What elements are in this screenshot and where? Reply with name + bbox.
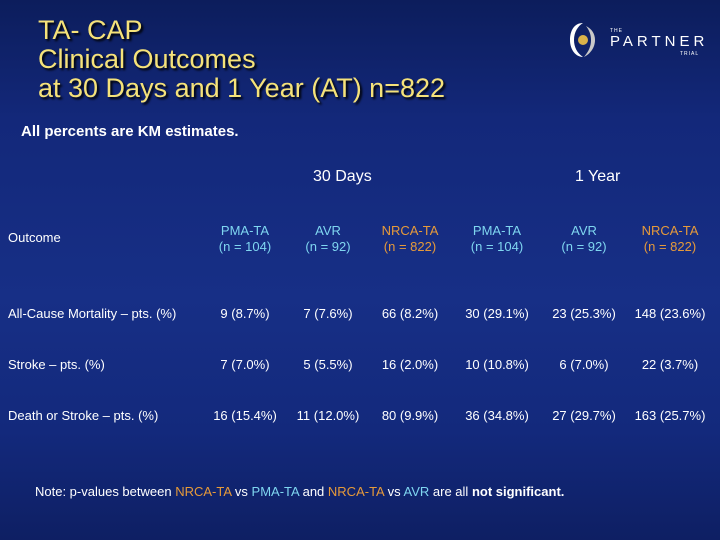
column-header-avr-1y: AVR (n = 92) <box>541 223 627 255</box>
note-nrca-ta-1: NRCA-TA <box>175 484 232 499</box>
note-are-all: are all <box>429 484 472 499</box>
table-cell: 22 (3.7%) <box>641 357 699 372</box>
column-n: (n = 104) <box>470 239 524 254</box>
table-cell: 23 (25.3%) <box>552 306 616 321</box>
table-cell: 10 (10.8%) <box>465 357 529 372</box>
title-line-2: Clinical Outcomes <box>38 44 256 74</box>
partner-trial-logo: THE PARTNER TRIAL <box>562 14 710 74</box>
column-arm: PMA-TA <box>220 223 270 238</box>
table-cell: 11 (12.0%) <box>296 408 360 423</box>
table-cell: 27 (29.7%) <box>552 408 616 423</box>
partner-logo-icon <box>570 23 595 57</box>
note-pma-ta: PMA-TA <box>251 484 299 499</box>
column-arm: NRCA-TA <box>381 223 439 238</box>
column-header-nrca-ta-1y: NRCA-TA (n = 822) <box>627 223 713 255</box>
note-nrca-ta-2: NRCA-TA <box>327 484 385 499</box>
column-n: (n = 822) <box>383 239 437 254</box>
table-cell: 16 (15.4%) <box>213 408 277 423</box>
column-arm: AVR <box>571 223 597 238</box>
note-not-significant: not significant. <box>471 484 565 499</box>
column-n: (n = 92) <box>305 239 351 254</box>
logo-trial-text: TRIAL <box>680 51 700 57</box>
logo-the-text: THE <box>610 28 623 34</box>
outcome-column-header: Outcome <box>8 230 61 245</box>
column-header-nrca-ta-30d: NRCA-TA (n = 822) <box>367 223 453 255</box>
logo-partner-text: PARTNER <box>610 33 709 50</box>
note-vs-2: vs <box>384 484 404 499</box>
km-estimates-subtitle: All percents are KM estimates. <box>21 123 239 140</box>
slide-title: TA- CAP Clinical Outcomes at 30 Days and… <box>38 16 445 103</box>
row-label-all-cause-mortality: All-Cause Mortality – pts. (%) <box>8 306 177 321</box>
title-line-1: TA- CAP <box>38 15 143 45</box>
table-cell: 6 (7.0%) <box>559 357 609 372</box>
column-header-pma-ta-1y: PMA-TA (n = 104) <box>454 223 540 255</box>
column-header-pma-ta-30d: PMA-TA (n = 104) <box>202 223 288 255</box>
period-header-1-year: 1 Year <box>575 168 621 185</box>
table-cell: 16 (2.0%) <box>381 357 439 372</box>
column-arm: PMA-TA <box>472 223 522 238</box>
note-vs-1: vs <box>231 484 252 499</box>
column-arm: AVR <box>315 223 341 238</box>
column-arm: NRCA-TA <box>641 223 699 238</box>
column-n: (n = 822) <box>643 239 697 254</box>
table-cell: 5 (5.5%) <box>303 357 353 372</box>
title-line-3: at 30 Days and 1 Year (AT) n=822 <box>38 73 446 103</box>
table-cell: 163 (25.7%) <box>634 408 706 423</box>
row-label-stroke: Stroke – pts. (%) <box>8 357 105 372</box>
note-avr: AVR <box>403 484 430 499</box>
note-and: and <box>298 484 328 499</box>
table-cell: 9 (8.7%) <box>220 306 270 321</box>
table-cell: 7 (7.0%) <box>220 357 270 372</box>
table-cell: 66 (8.2%) <box>381 306 439 321</box>
row-label-death-or-stroke: Death or Stroke – pts. (%) <box>8 408 159 423</box>
table-cell: 30 (29.1%) <box>465 306 529 321</box>
table-cell: 36 (34.8%) <box>465 408 529 423</box>
period-header-30-days: 30 Days <box>313 168 372 185</box>
table-cell: 7 (7.6%) <box>303 306 353 321</box>
table-cell: 148 (23.6%) <box>634 306 706 321</box>
column-n: (n = 104) <box>218 239 272 254</box>
significance-note: Note: p-values between NRCA-TA vs PMA-TA… <box>35 484 564 499</box>
column-header-avr-30d: AVR (n = 92) <box>285 223 371 255</box>
table-cell: 80 (9.9%) <box>381 408 439 423</box>
note-prefix: Note: p-values between <box>35 484 176 499</box>
column-n: (n = 92) <box>561 239 607 254</box>
